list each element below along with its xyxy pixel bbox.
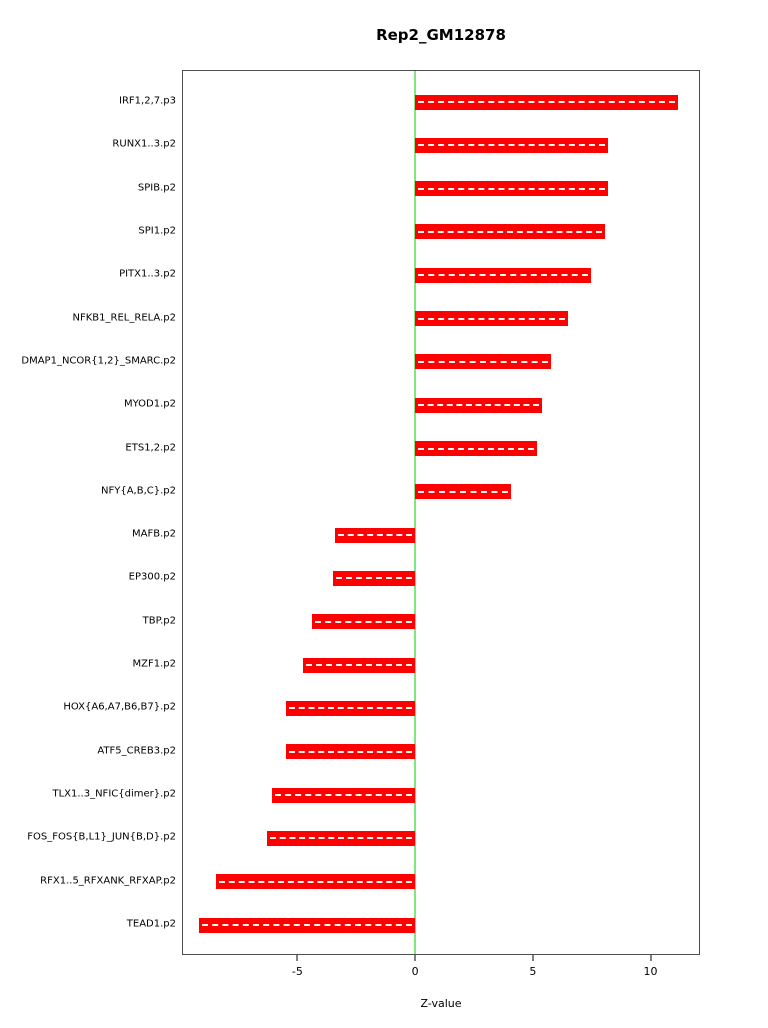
bar-center-dash (418, 187, 605, 190)
plot-area (182, 70, 700, 955)
bar (415, 311, 568, 327)
bar-center-dash (418, 274, 589, 277)
x-axis-title: Z-value (420, 997, 462, 1010)
bar-center-dash (289, 707, 413, 710)
y-label: RUNX1..3.p2 (112, 138, 176, 150)
bar-center-dash (338, 534, 413, 537)
x-tick-mark (532, 955, 534, 961)
bar (286, 744, 416, 760)
x-tick-label: 10 (643, 965, 658, 978)
y-label: IRF1,2,7.p3 (119, 95, 176, 107)
x-tick-label: 5 (529, 965, 537, 978)
bar (415, 441, 538, 457)
bar-center-dash (202, 924, 413, 926)
bar (267, 830, 416, 846)
y-label: MYOD1.p2 (123, 398, 176, 410)
y-label: ATF5_CREB3.p2 (97, 745, 176, 757)
bar (415, 267, 592, 283)
y-axis-labels: IRF1,2,7.p3 RUNX1..3.p2 SPIB.p2 SPI1.p2 PITX… (0, 70, 176, 955)
x-tick-label: 0 (411, 965, 419, 978)
y-label: HOX{A6,A7,B6,B7}.p2 (63, 701, 176, 713)
y-label: FOS_FOS{B,L1}_JUN{B,D}.p2 (27, 831, 176, 843)
bar (415, 181, 608, 197)
x-tick-mark (414, 955, 416, 961)
y-label: EP300.p2 (128, 571, 176, 583)
y-label: DMAP1_NCOR{1,2}_SMARC.p2 (21, 355, 176, 367)
y-label: MZF1.p2 (132, 658, 176, 670)
bar-center-dash (305, 664, 413, 667)
bar (286, 700, 416, 716)
bar (199, 917, 416, 933)
x-axis: Z-value -5 0 5 10 (182, 955, 700, 1025)
bar (302, 657, 416, 673)
x-tick-mark (650, 955, 652, 961)
x-tick-label: -5 (291, 965, 303, 978)
bar (272, 787, 416, 803)
bar-center-dash (418, 317, 565, 320)
bar (415, 354, 552, 370)
bar (415, 137, 608, 153)
bar-center-dash (418, 490, 509, 493)
bar-center-dash (418, 230, 603, 233)
zero-line (414, 71, 416, 954)
bar-center-dash (418, 447, 535, 450)
y-label: TEAD1.p2 (126, 918, 176, 930)
y-label: NFY{A,B,C}.p2 (101, 485, 176, 497)
bar (335, 527, 416, 543)
y-label: ETS1,2.p2 (125, 442, 176, 454)
bar-center-dash (315, 620, 413, 623)
y-label: TBP.p2 (142, 615, 176, 627)
x-tick-mark (296, 955, 298, 961)
bar-center-dash (289, 750, 413, 753)
chart-title: Rep2_GM12878 (376, 26, 506, 44)
y-label: SPI1.p2 (138, 225, 176, 237)
y-label: PITX1..3.p2 (119, 268, 176, 280)
bar-center-dash (218, 880, 413, 883)
bar-center-dash (418, 404, 539, 407)
y-label: MAFB.p2 (132, 528, 176, 540)
y-label: TLX1..3_NFIC{dimer}.p2 (52, 788, 176, 800)
bar-center-dash (418, 360, 549, 363)
bar-center-dash (418, 144, 605, 147)
bar (415, 224, 606, 240)
bar (415, 94, 678, 110)
bar-center-dash (275, 794, 413, 797)
y-label: NFKB1_REL_RELA.p2 (72, 312, 176, 324)
bar (312, 614, 416, 630)
bar-center-dash (418, 101, 675, 103)
bar (415, 397, 542, 413)
bar-center-dash (336, 577, 413, 580)
bar (333, 570, 416, 586)
y-label: RFX1..5_RFXANK_RFXAP.p2 (40, 875, 176, 887)
bar (215, 874, 416, 890)
bar (415, 484, 512, 500)
y-label: SPIB.p2 (137, 182, 176, 194)
bar-center-dash (270, 837, 413, 840)
